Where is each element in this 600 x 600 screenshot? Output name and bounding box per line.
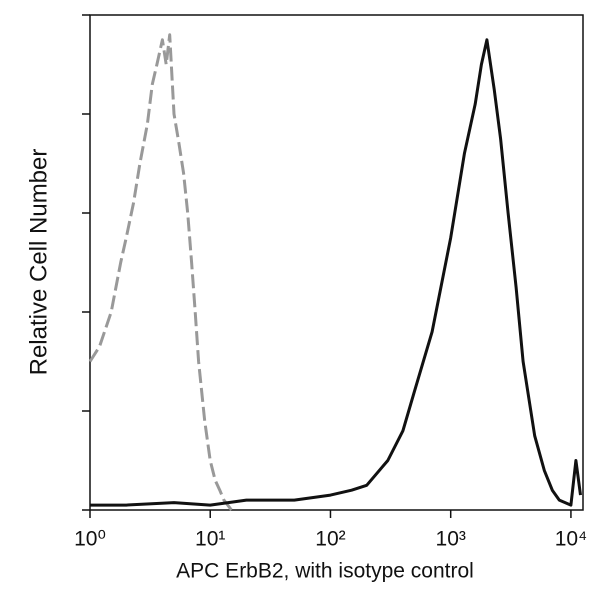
x-tick-label: 10¹ (195, 528, 225, 551)
x-tick-label: 10² (315, 528, 345, 551)
x-axis-label: APC ErbB2, with isotype control (176, 560, 474, 583)
x-tick-label: 10⁰ (74, 528, 106, 551)
x-tick-label: 10³ (436, 528, 466, 551)
histogram-line (88, 33, 233, 511)
y-axis-label: Relative Cell Number (25, 149, 52, 376)
plot-frame (89, 14, 584, 511)
x-tick-label: 10⁴ (555, 528, 587, 551)
histogram-line (90, 38, 582, 507)
